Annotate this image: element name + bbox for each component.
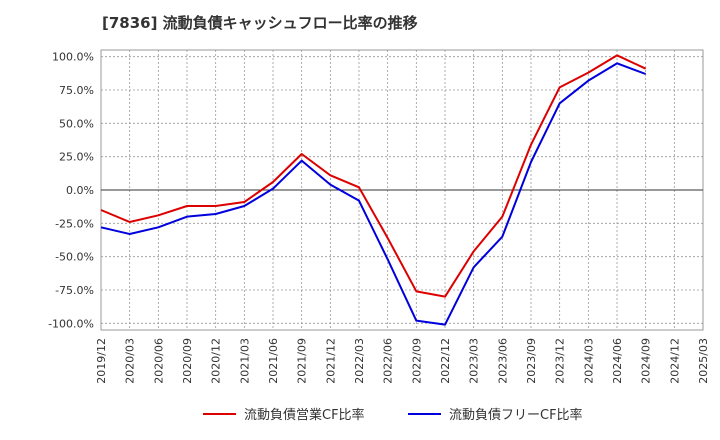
x-tick-label: 2025/03 bbox=[697, 338, 710, 384]
y-tick-label: -75.0% bbox=[55, 284, 94, 297]
x-tick-label: 2021/09 bbox=[296, 338, 309, 384]
x-tick-label: 2023/12 bbox=[554, 338, 567, 384]
y-tick-label: 50.0% bbox=[59, 117, 94, 130]
x-tick-label: 2022/12 bbox=[439, 338, 452, 384]
y-tick-label: 25.0% bbox=[59, 151, 94, 164]
x-tick-label: 2021/06 bbox=[267, 338, 280, 384]
x-tick-label: 2024/12 bbox=[668, 338, 681, 384]
y-tick-label: 75.0% bbox=[59, 84, 94, 97]
legend-label-1: 流動負債営業CF比率 bbox=[244, 407, 365, 423]
y-tick-label: 0.0% bbox=[66, 184, 94, 197]
series-line-2 bbox=[100, 62, 647, 326]
x-tick-label: 2020/12 bbox=[210, 338, 223, 384]
x-tick-label: 2021/03 bbox=[238, 338, 251, 384]
legend-label-2: 流動負債フリーCF比率 bbox=[449, 407, 583, 423]
x-tick-label: 2022/03 bbox=[353, 338, 366, 384]
x-tick-label: 2024/03 bbox=[582, 338, 595, 384]
x-tick-label: 2024/06 bbox=[611, 338, 624, 384]
y-tick-label: -100.0% bbox=[48, 317, 94, 330]
x-tick-label: 2023/03 bbox=[468, 338, 481, 384]
chart-title: [7836] 流動負債キャッシュフロー比率の推移 bbox=[102, 14, 418, 32]
x-tick-label: 2024/09 bbox=[640, 338, 653, 384]
x-tick-label: 2023/09 bbox=[525, 338, 538, 384]
x-tick-label: 2020/06 bbox=[152, 338, 165, 384]
series-line-1 bbox=[100, 54, 647, 298]
x-tick-label: 2023/06 bbox=[496, 338, 509, 384]
x-tick-label: 2021/12 bbox=[324, 338, 337, 384]
x-tick-label: 2020/03 bbox=[124, 338, 137, 384]
y-tick-label: 100.0% bbox=[52, 51, 94, 64]
x-tick-label: 2022/06 bbox=[382, 338, 395, 384]
x-tick-label: 2022/09 bbox=[410, 338, 423, 384]
x-tick-label: 2020/09 bbox=[181, 338, 194, 384]
y-tick-label: -50.0% bbox=[55, 251, 94, 264]
y-tick-label: -25.0% bbox=[55, 217, 94, 230]
x-tick-label: 2019/12 bbox=[95, 338, 108, 384]
